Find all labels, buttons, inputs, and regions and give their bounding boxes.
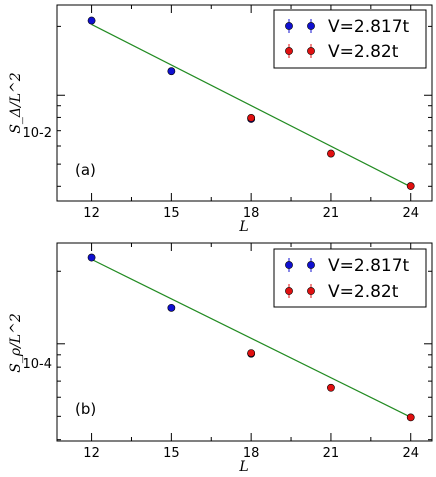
legend-box-a [273,9,427,69]
legend-marker-b-1a [285,287,293,295]
plot-frame-a [56,4,433,202]
x-axis-label-a: L [238,219,248,235]
x-tick-label-a-3: 21 [323,206,340,221]
legend-marker-b-1b [307,287,315,295]
legend-marker-a-1b [307,47,315,55]
points-layer-a [87,16,415,190]
x-tick-label-a-0: 12 [83,206,100,221]
x-tick-label-b-3: 21 [323,446,340,461]
panel-a: 12 15 18 21 24 10-2 L S_Δ/L^2 (a) V=2.817t V… [8,4,433,235]
x-tick-label-b-2: 18 [243,446,260,461]
data-point-a-s1-1 [327,149,335,158]
data-point-b-s1-1 [327,383,335,392]
plot-frame-b [56,242,433,442]
y-axis-label-a: S_Δ/L^2 [8,72,24,133]
panel-label-b: (b) [75,400,96,418]
fit-line-a [91,23,411,188]
legend-entry-b-0: V=2.817t [285,256,410,276]
panel-b: 12 15 18 21 24 10-4 L S_ρ/L^2 (b) V=2.817t V… [8,242,433,475]
fit-layer-a [91,23,411,188]
legend-label-b-0: V=2.817t [328,256,410,276]
legend-box-b [273,248,427,308]
data-point-b-s0-1 [167,303,176,312]
x-tick-label-b-1: 15 [163,446,180,461]
x-tick-label-a-4: 24 [402,206,419,221]
legend-label-a-0: V=2.817t [328,17,410,37]
x-tick-label-b-4: 24 [402,446,419,461]
fit-layer-b [91,258,411,418]
data-point-a-s1-2 [406,182,415,190]
data-point-a-s1-0 [247,114,256,122]
data-point-a-s0-0 [87,16,96,25]
legend-a: V=2.817t V=2.82t [273,9,427,69]
data-point-b-s0-0 [87,253,96,262]
x-tick-label-a-2: 18 [243,206,260,221]
x-tick-label-b-0: 12 [83,446,100,461]
y-tick-label-a: 10-2 [22,126,52,141]
data-point-a-s0-1 [167,67,176,76]
y-axis-label-b: S_ρ/L^2 [8,313,24,373]
panel-label-a: (a) [75,161,96,179]
legend-marker-a-0b [307,22,315,30]
x-axis-label-b: L [238,459,248,475]
legend-marker-b-0a [285,261,293,269]
legend-entry-b-1: V=2.82t [285,282,399,302]
legend-b: V=2.817t V=2.82t [273,248,427,308]
legend-entry-a-0: V=2.817t [285,17,410,37]
points-layer-b [87,253,415,422]
ticks-layer-b: 12 15 18 21 24 [57,243,432,461]
data-point-b-s1-0 [247,349,256,357]
legend-marker-a-1a [285,47,293,55]
legend-label-b-1: V=2.82t [328,282,399,302]
data-point-b-s1-2 [406,413,415,422]
ticks-layer-a: 12 15 18 21 24 [57,5,432,221]
legend-marker-b-0b [307,261,315,269]
legend-marker-a-0a [285,22,293,30]
legend-entry-a-1: V=2.82t [285,42,399,62]
fit-line-b [91,258,411,418]
y-tick-label-b: 10-4 [22,357,52,372]
x-tick-label-a-1: 15 [163,206,180,221]
legend-label-a-1: V=2.82t [328,42,399,62]
